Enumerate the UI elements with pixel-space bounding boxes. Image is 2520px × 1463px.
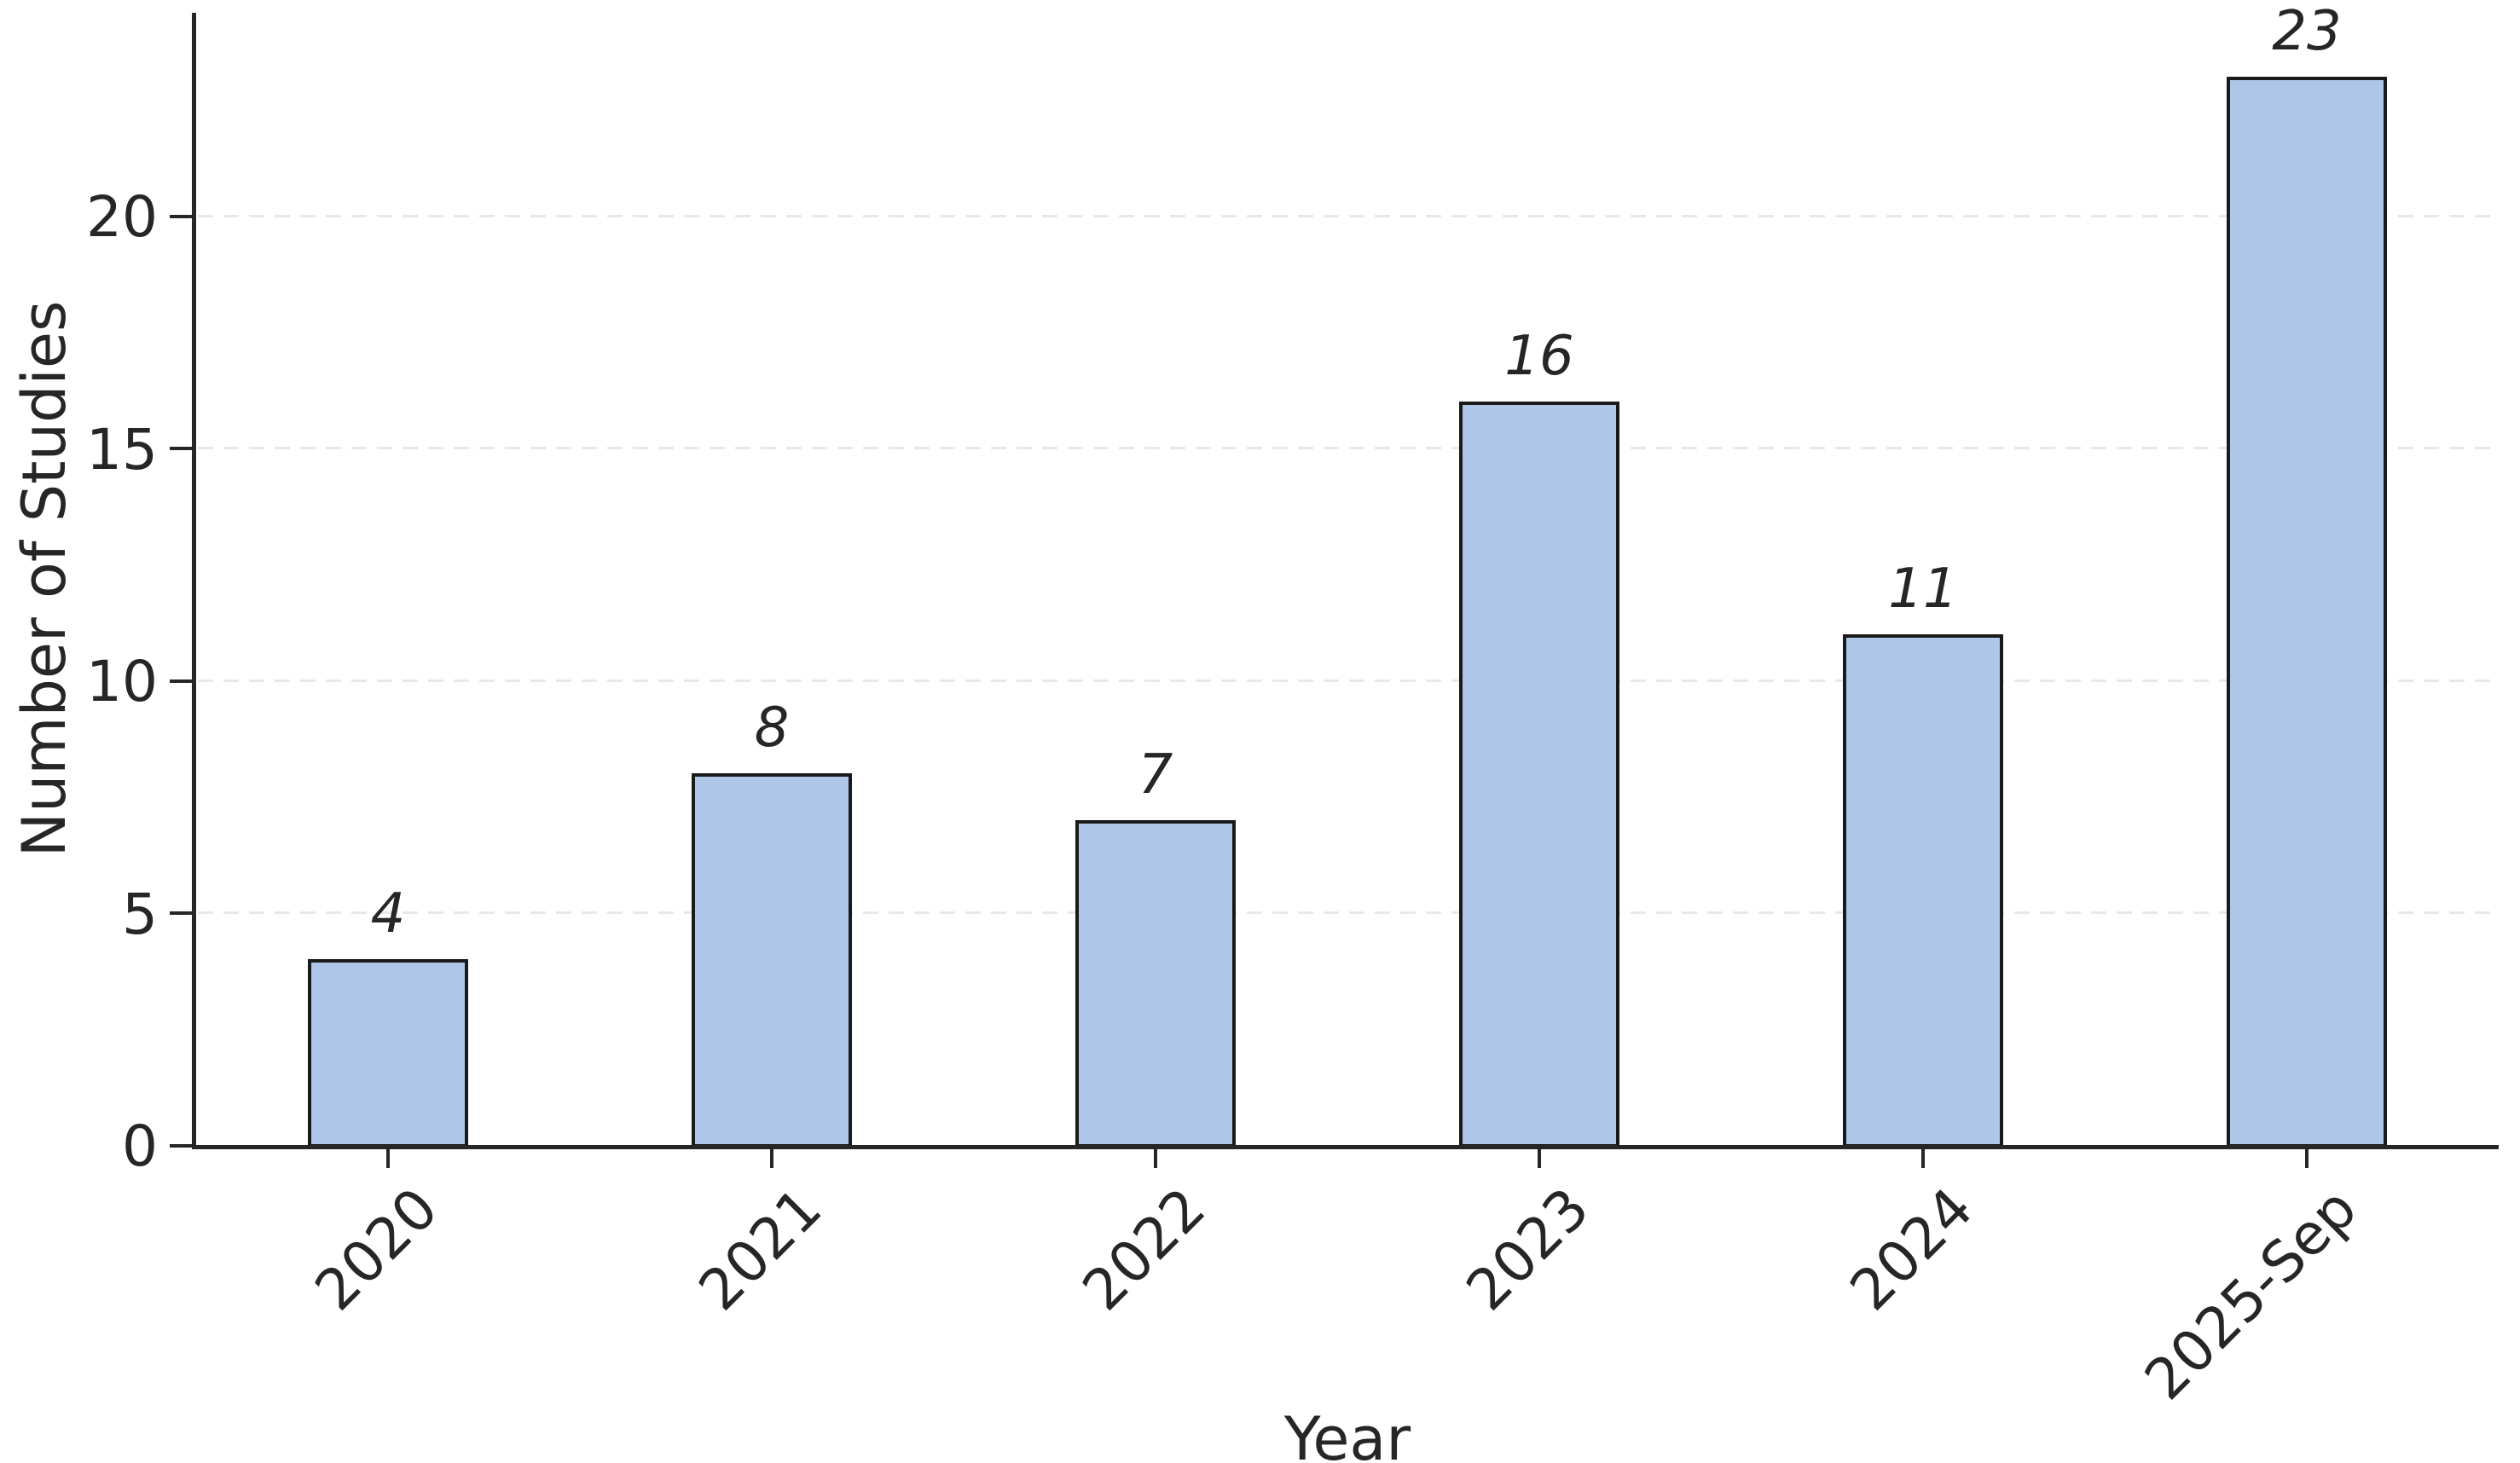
y-tick-mark-10	[170, 679, 192, 683]
y-tick-mark-15	[170, 447, 192, 450]
y-tick-mark-20	[170, 214, 192, 218]
y-tick-label-10: 10	[86, 649, 158, 714]
gridline-y-5	[198, 911, 2499, 914]
bar-2024	[1843, 633, 2003, 1148]
y-axis-title: Number of Studies	[9, 300, 79, 858]
bar-2021	[692, 773, 852, 1148]
y-tick-label-5: 5	[122, 881, 158, 947]
bar-value-label-2024: 11	[1888, 557, 1958, 621]
x-tick-label-2025-Sep: 2025-Sep	[2132, 1175, 2370, 1413]
x-axis-title: Year	[1283, 1404, 1411, 1463]
bar-value-label-2020: 4	[370, 882, 406, 945]
bar-2023	[1459, 402, 1619, 1148]
x-tick-label-2021: 2021	[686, 1175, 835, 1323]
gridline-y-20	[198, 214, 2499, 217]
y-tick-label-0: 0	[122, 1113, 158, 1179]
x-tick-label-2024: 2024	[1837, 1175, 1986, 1323]
x-tick-label-2020: 2020	[302, 1175, 451, 1323]
x-tick-mark-2023	[1538, 1149, 1541, 1168]
bar-2025-Sep	[2227, 76, 2387, 1148]
bar-value-label-2025-Sep: 23	[2272, 0, 2342, 63]
bar-value-label-2023: 16	[1504, 325, 1574, 388]
bar-2022	[1075, 819, 1236, 1148]
x-tick-mark-2025-Sep	[2305, 1149, 2309, 1168]
x-tick-mark-2021	[770, 1149, 773, 1168]
x-tick-label-2022: 2022	[1069, 1175, 1219, 1323]
gridline-y-15	[198, 447, 2499, 449]
y-tick-mark-0	[170, 1143, 192, 1148]
bar-2020	[308, 959, 468, 1148]
y-tick-label-20: 20	[86, 184, 158, 250]
y-tick-label-15: 15	[86, 416, 158, 483]
x-axis-spine	[192, 1145, 2499, 1149]
bar-value-label-2021: 8	[754, 697, 790, 760]
gridline-y-10	[198, 679, 2499, 682]
bar-value-label-2022: 7	[1138, 743, 1173, 807]
y-axis-spine	[192, 13, 196, 1149]
x-tick-mark-2020	[386, 1149, 390, 1168]
x-tick-label-2023: 2023	[1453, 1175, 1602, 1323]
x-tick-mark-2024	[1921, 1149, 1925, 1168]
x-tick-mark-2022	[1154, 1149, 1157, 1168]
y-tick-mark-5	[170, 911, 192, 915]
